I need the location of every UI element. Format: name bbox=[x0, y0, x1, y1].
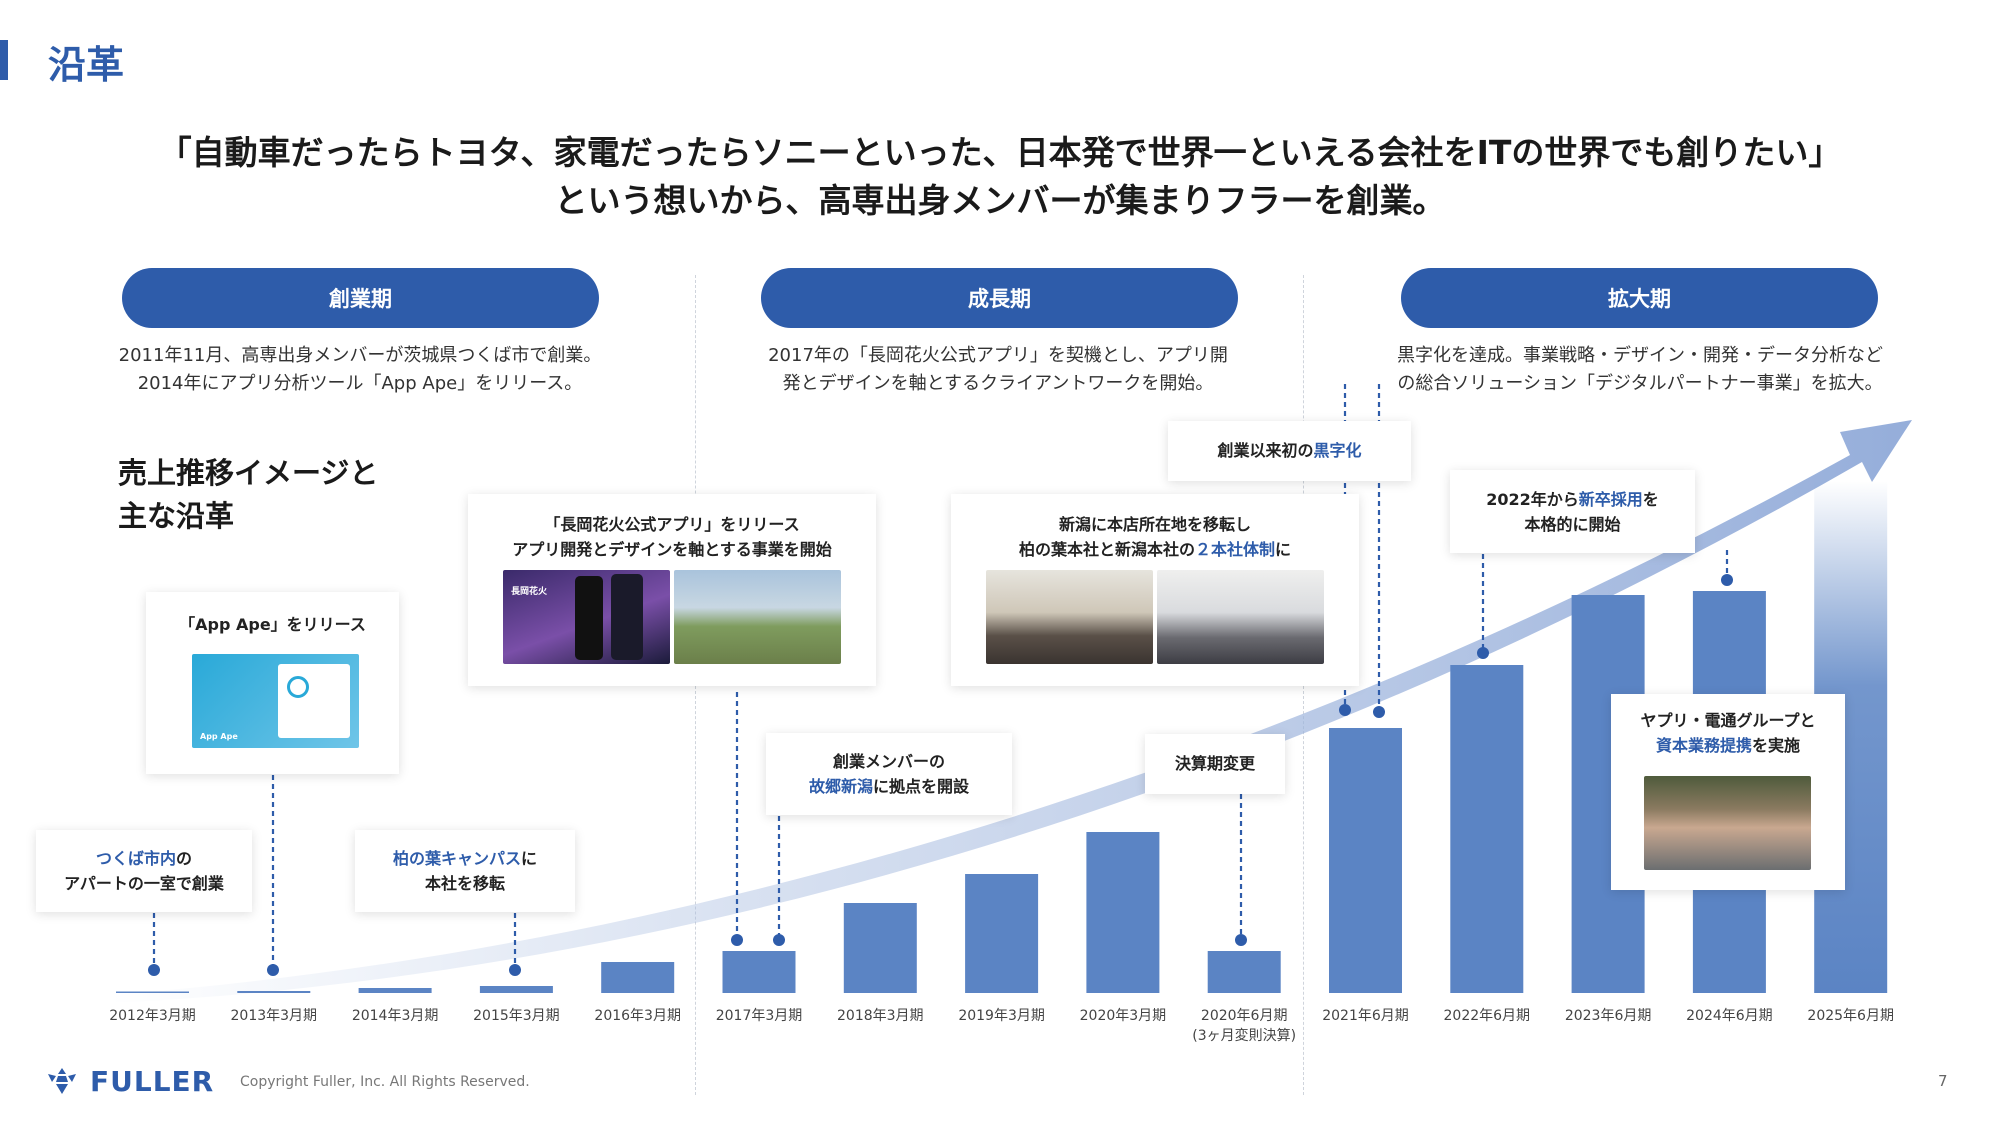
x-tick-label: 2015年3月期 bbox=[473, 1008, 560, 1024]
leader-dot bbox=[773, 934, 785, 946]
event-card-kashiwa: 柏の葉キャンパスに 本社を移転 bbox=[355, 830, 575, 912]
event-card-hq-move: 新潟に本店所在地を移転し 柏の葉本社と新潟本社の２本社体制に bbox=[951, 494, 1359, 686]
event-card-profit: 創業以来初の黒字化 bbox=[1168, 421, 1411, 481]
leader-dot bbox=[267, 964, 279, 976]
event-card-tsukuba: つくば市内の アパートの一室で創業 bbox=[36, 830, 252, 912]
headline-line-1: 「自動車だったらトヨタ、家電だったらソニーといった、日本発で世界一といえる会社を… bbox=[158, 133, 1842, 172]
office-photo-1 bbox=[986, 570, 1153, 664]
phase-pill-expansion: 拡大期 bbox=[1401, 268, 1878, 328]
x-tick-label: 2020年6月期 bbox=[1201, 1008, 1288, 1024]
title-accent-bar bbox=[0, 40, 8, 80]
x-tick-label: 2012年3月期 bbox=[109, 1008, 196, 1024]
event-card-yappli: ヤプリ・電通グループと 資本業務提携を実施 bbox=[1611, 694, 1845, 890]
event-card-newgrad: 2022年から新卒採用を 本格的に開始 bbox=[1450, 470, 1695, 553]
x-tick-label: 2017年3月期 bbox=[716, 1008, 803, 1024]
bar-2022年6月期 bbox=[1450, 665, 1524, 993]
partnership-photo bbox=[1644, 776, 1811, 870]
phase-desc-expansion: 黒字化を達成。事業戦略・デザイン・開発・データ分析など の総合ソリューション「デジ… bbox=[1397, 345, 1883, 394]
leader-dot bbox=[509, 964, 521, 976]
x-tick-label: 2019年3月期 bbox=[958, 1008, 1045, 1024]
x-tick-label: 2025年6月期 bbox=[1807, 1008, 1894, 1024]
bar-2020年6月期 bbox=[1207, 951, 1281, 993]
bar-2018年3月期 bbox=[843, 903, 917, 993]
leader-dot bbox=[1373, 706, 1385, 718]
headline-line-2: という想いから、高専出身メンバーが集まりフラーを創業。 bbox=[554, 181, 1446, 220]
leader-dot bbox=[1477, 647, 1489, 659]
phase-desc-founding: 2011年11月、高専出身メンバーが茨城県つくば市で創業。 2014年にアプリ分析… bbox=[118, 345, 602, 394]
bar-2012年3月期 bbox=[116, 991, 189, 993]
nagaoka-event-photo bbox=[674, 570, 841, 664]
bar-2013年3月期 bbox=[237, 991, 311, 993]
page-number: 7 bbox=[1938, 1072, 1948, 1090]
leader-dot bbox=[1235, 934, 1247, 946]
x-tick-note: (3ヶ月変則決算) bbox=[1192, 1027, 1296, 1044]
bar-2015年3月期 bbox=[479, 986, 553, 993]
office-photo-2 bbox=[1157, 570, 1324, 664]
bar-2019年3月期 bbox=[965, 874, 1039, 993]
phase-pill-growth: 成長期 bbox=[761, 268, 1238, 328]
bar-2014年3月期 bbox=[358, 988, 432, 993]
footer-logo: FULLER bbox=[44, 1064, 214, 1098]
copyright: Copyright Fuller, Inc. All Rights Reserv… bbox=[240, 1074, 530, 1090]
event-card-fiscal: 決算期変更 bbox=[1145, 734, 1285, 794]
x-tick-label: 2024年6月期 bbox=[1686, 1008, 1773, 1024]
x-tick-label: 2023年6月期 bbox=[1565, 1008, 1652, 1024]
bar-2021年6月期 bbox=[1329, 728, 1402, 993]
bar-2020年3月期 bbox=[1086, 832, 1160, 993]
appape-screenshot: App Ape bbox=[192, 654, 359, 748]
bar-2016年3月期 bbox=[601, 962, 675, 993]
x-tick-label: 2022年6月期 bbox=[1444, 1008, 1531, 1024]
x-tick-label: 2013年3月期 bbox=[231, 1008, 318, 1024]
event-card-appape: 「App Ape」をリリース App Ape bbox=[146, 592, 399, 774]
fuller-logo-icon bbox=[48, 1068, 76, 1094]
leader-dot bbox=[1339, 704, 1351, 716]
nagaoka-app-image: 長岡花火 bbox=[503, 570, 670, 664]
event-card-niigata-base: 創業メンバーの 故郷新潟に拠点を開設 bbox=[766, 733, 1012, 815]
x-tick-label: 2018年3月期 bbox=[837, 1008, 924, 1024]
event-card-nagaoka: 「長岡花火公式アプリ」をリリース アプリ開発とデザインを軸とする事業を開始 長岡… bbox=[468, 494, 876, 686]
page-title: 沿革 bbox=[48, 43, 125, 87]
x-tick-label: 2021年6月期 bbox=[1322, 1008, 1409, 1024]
phase-desc-growth: 2017年の「長岡花火公式アプリ」を契機とし、アプリ開 発とデザインを軸とするクラ… bbox=[768, 345, 1228, 394]
x-tick-label: 2014年3月期 bbox=[352, 1008, 439, 1024]
x-tick-label: 2020年3月期 bbox=[1080, 1008, 1167, 1024]
brand-wordmark: FULLER bbox=[90, 1064, 215, 1098]
x-tick-label: 2016年3月期 bbox=[594, 1008, 681, 1024]
phase-pill-founding: 創業期 bbox=[122, 268, 599, 328]
bar-2017年3月期 bbox=[722, 951, 796, 993]
leader-dot bbox=[731, 934, 743, 946]
leader-dot bbox=[148, 964, 160, 976]
section-subtitle: 売上推移イメージと 主な沿革 bbox=[118, 456, 379, 533]
leader-dot bbox=[1721, 574, 1733, 586]
